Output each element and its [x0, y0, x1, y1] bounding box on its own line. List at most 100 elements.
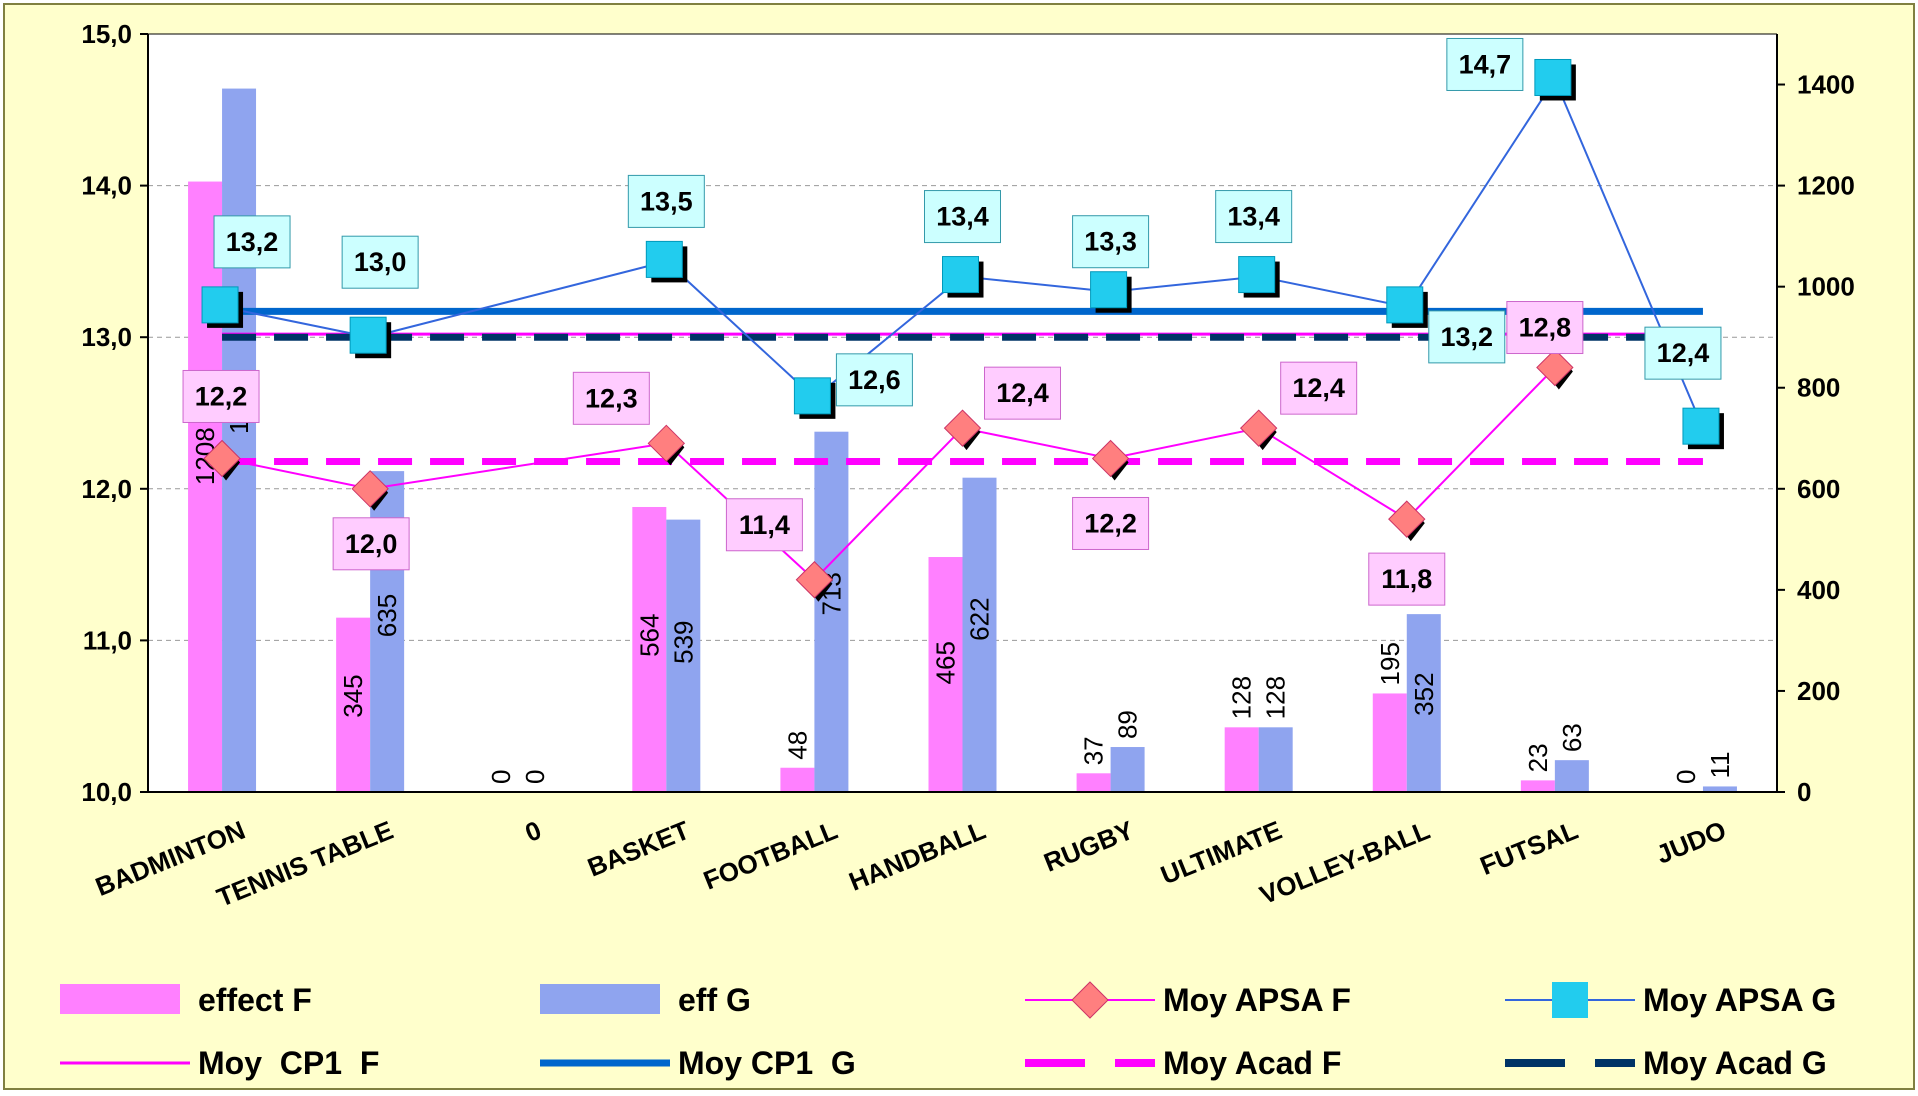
data-label: 12,2: [195, 381, 248, 411]
y-right-tick-label: 0: [1797, 777, 1811, 807]
chart-svg: 1208345056448465371281952301392635053971…: [60, 19, 1855, 1081]
y-right-tick-label: 400: [1797, 575, 1840, 605]
legend-item: Moy APSA F: [1025, 981, 1351, 1019]
bar-eff-g: [666, 519, 701, 792]
bar-eff-g: [1110, 747, 1145, 792]
bar-value-label: 0: [486, 770, 516, 784]
y-left-tick-label: 11,0: [83, 625, 132, 655]
data-label: 13,5: [640, 186, 693, 216]
square-marker: [201, 286, 239, 324]
data-label-box: [984, 366, 1061, 420]
bar-effect-f: [780, 767, 815, 792]
square-marker: [1534, 58, 1572, 96]
bar-value-label: 63: [1557, 723, 1587, 752]
bar-value-label: 635: [372, 594, 402, 637]
legend-item: effect F: [60, 982, 312, 1018]
bar-eff-g: [814, 431, 849, 792]
bar-value-label: 37: [1079, 736, 1109, 765]
bar-effect-f: [188, 181, 223, 793]
bar-eff-g: [1554, 760, 1589, 792]
data-label: 12,8: [1519, 313, 1572, 343]
legend-marker: [1552, 982, 1588, 1018]
bar-eff-g: [1702, 786, 1737, 792]
diamond-marker: [1388, 500, 1426, 538]
bar-effect-f: [336, 617, 371, 792]
data-label: 14,7: [1459, 49, 1512, 79]
data-label-box: [182, 369, 260, 423]
category-label: BASKET: [583, 815, 693, 883]
data-label: 12,4: [996, 378, 1049, 408]
category-label: FOOTBALL: [699, 815, 842, 896]
series-line-moy-apsa-g: [221, 77, 1704, 429]
data-label: 13,2: [1440, 322, 1493, 352]
bar-eff-g: [1258, 727, 1293, 792]
bar-value-label: 89: [1113, 710, 1143, 739]
data-label: 12,0: [345, 529, 398, 559]
bar-effect-f: [1076, 773, 1111, 792]
legend-label: eff G: [678, 982, 751, 1018]
data-label-box: [627, 174, 705, 228]
legend-swatch: [60, 984, 180, 1014]
data-label: 12,2: [1084, 508, 1137, 538]
diamond-marker: [1091, 439, 1130, 478]
data-label: 13,4: [936, 202, 989, 232]
legend-label: Moy APSA F: [1163, 982, 1351, 1018]
data-label-box: [1446, 37, 1524, 91]
legend-label: Moy CP1 F: [198, 1045, 379, 1081]
bar-effect-f: [1224, 727, 1259, 792]
bar-value-label: 195: [1375, 642, 1405, 685]
square-marker: [645, 240, 683, 278]
legend-swatch: [540, 984, 660, 1014]
data-label-box: [1644, 326, 1722, 380]
bar-eff-g: [962, 477, 997, 792]
diamond-marker: [351, 470, 389, 508]
bar-value-label: 128: [1261, 676, 1291, 719]
diamond-marker: [943, 409, 982, 447]
data-label-box: [1215, 190, 1293, 244]
data-label: 13,3: [1084, 227, 1137, 257]
bar-value-label: 0: [1671, 770, 1701, 784]
bar-effect-f: [1372, 693, 1407, 792]
data-label-box: [924, 190, 1001, 244]
data-label-box: [1072, 215, 1150, 269]
category-label: 0: [521, 815, 546, 848]
legend-marker: [1071, 981, 1109, 1019]
data-label: 13,0: [354, 247, 407, 277]
legend-item: Moy Acad F: [1025, 1045, 1341, 1081]
y-right-tick-label: 600: [1797, 474, 1840, 504]
bar-value-label: 465: [931, 641, 961, 684]
y-right-tick-label: 200: [1797, 676, 1840, 706]
y-left-tick-label: 12,0: [81, 474, 132, 504]
square-marker: [1090, 271, 1128, 309]
data-label: 12,4: [1657, 338, 1710, 368]
bar-value-label: 48: [782, 731, 812, 760]
category-label: FUTSAL: [1476, 815, 1582, 881]
bar-value-label: 564: [634, 614, 664, 657]
square-marker: [1238, 256, 1276, 294]
data-label-box: [572, 371, 650, 425]
legend-label: Moy CP1 G: [678, 1045, 856, 1081]
diamond-marker: [795, 561, 834, 599]
category-label: RUGBY: [1040, 815, 1138, 878]
bar-value-label: 23: [1523, 743, 1553, 772]
y-left-tick-label: 15,0: [81, 19, 132, 49]
bar-value-label: 539: [668, 620, 698, 663]
y-right-tick-label: 1000: [1797, 272, 1855, 302]
y-right-tick-label: 1200: [1797, 171, 1855, 201]
square-marker: [349, 316, 387, 354]
category-label: VOLLEY-BALL: [1255, 815, 1434, 910]
data-label-box: [1428, 310, 1506, 364]
data-label: 11,8: [1381, 564, 1432, 594]
bar-effect-f: [928, 557, 963, 792]
data-label: 12,3: [585, 383, 638, 413]
legend-label: effect F: [198, 982, 312, 1018]
diamond-marker: [647, 424, 686, 463]
data-label-box: [835, 353, 913, 407]
bar-value-label: 352: [1409, 672, 1439, 715]
legend-label: Moy Acad F: [1163, 1045, 1341, 1081]
data-label-box: [1506, 301, 1584, 355]
legend-item: Moy Acad G: [1505, 1045, 1827, 1081]
legend-item: Moy CP1 F: [60, 1045, 379, 1081]
bar-value-label: 622: [965, 597, 995, 640]
bar-value-label: 11: [1705, 751, 1735, 778]
